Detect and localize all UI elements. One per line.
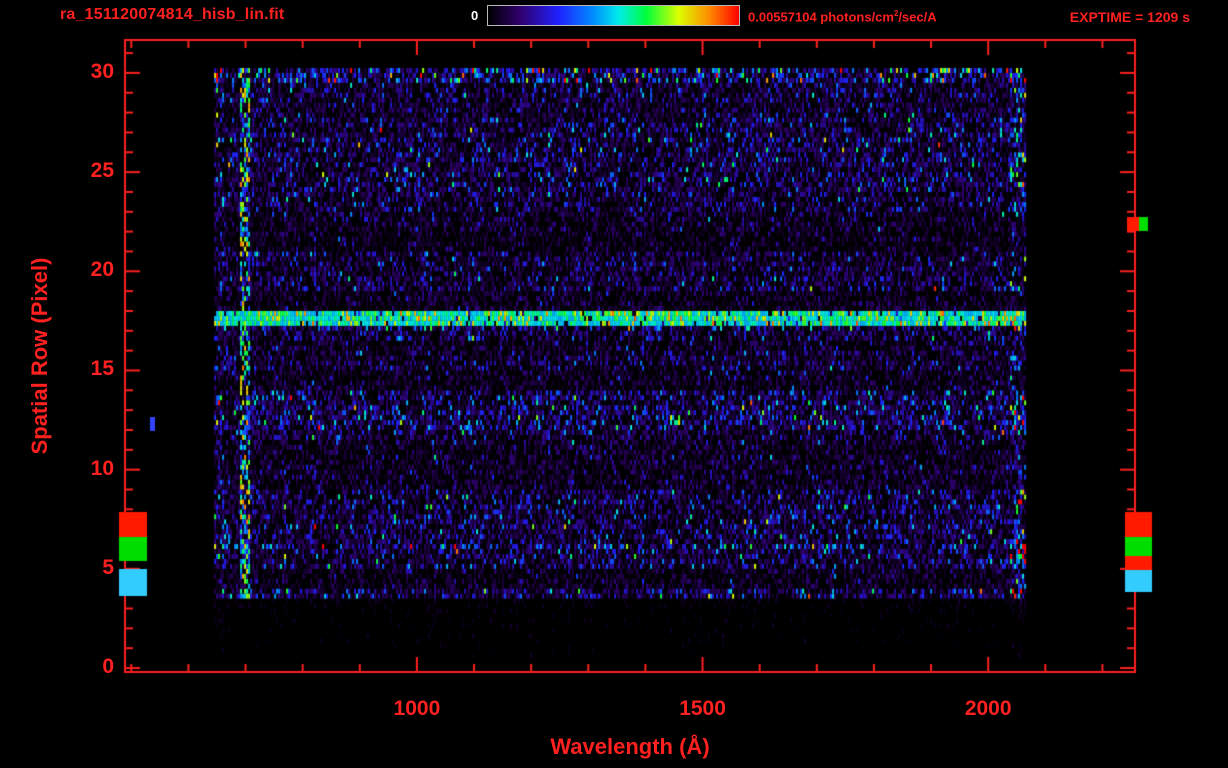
x-axis-title: Wavelength (Å) [550, 734, 710, 759]
y-tick-label: 25 [90, 159, 114, 183]
colorbar-max-label: 0.00557104 photons/cm2/sec/A [748, 9, 937, 24]
y-tick-label: 0 [102, 655, 114, 679]
y-tick-label: 15 [90, 357, 114, 381]
y-tick-label: 30 [90, 59, 114, 83]
y-tick-label: 5 [102, 555, 114, 579]
y-axis-title: Spatial Row (Pixel) [27, 257, 52, 455]
colorbar-max-label-suffix: /sec/A [898, 9, 937, 25]
x-tick-label: 1500 [679, 697, 726, 720]
y-tick-label: 10 [90, 456, 114, 480]
y-tick-label: 20 [90, 258, 114, 282]
x-tick-label: 2000 [964, 697, 1012, 720]
colorbar [487, 5, 740, 26]
colorbar-min-label: 0 [471, 8, 479, 23]
colorbar-max-label-sup: 2 [893, 9, 899, 18]
file-title: ra_151120074814_hisb_lin.fit [60, 6, 285, 23]
x-tick-label: 1000 [393, 697, 441, 720]
exptime-label: EXPTIME = 1209 s [1069, 9, 1190, 25]
colorbar-max-label-prefix: 0.00557104 photons/cm [748, 9, 894, 25]
